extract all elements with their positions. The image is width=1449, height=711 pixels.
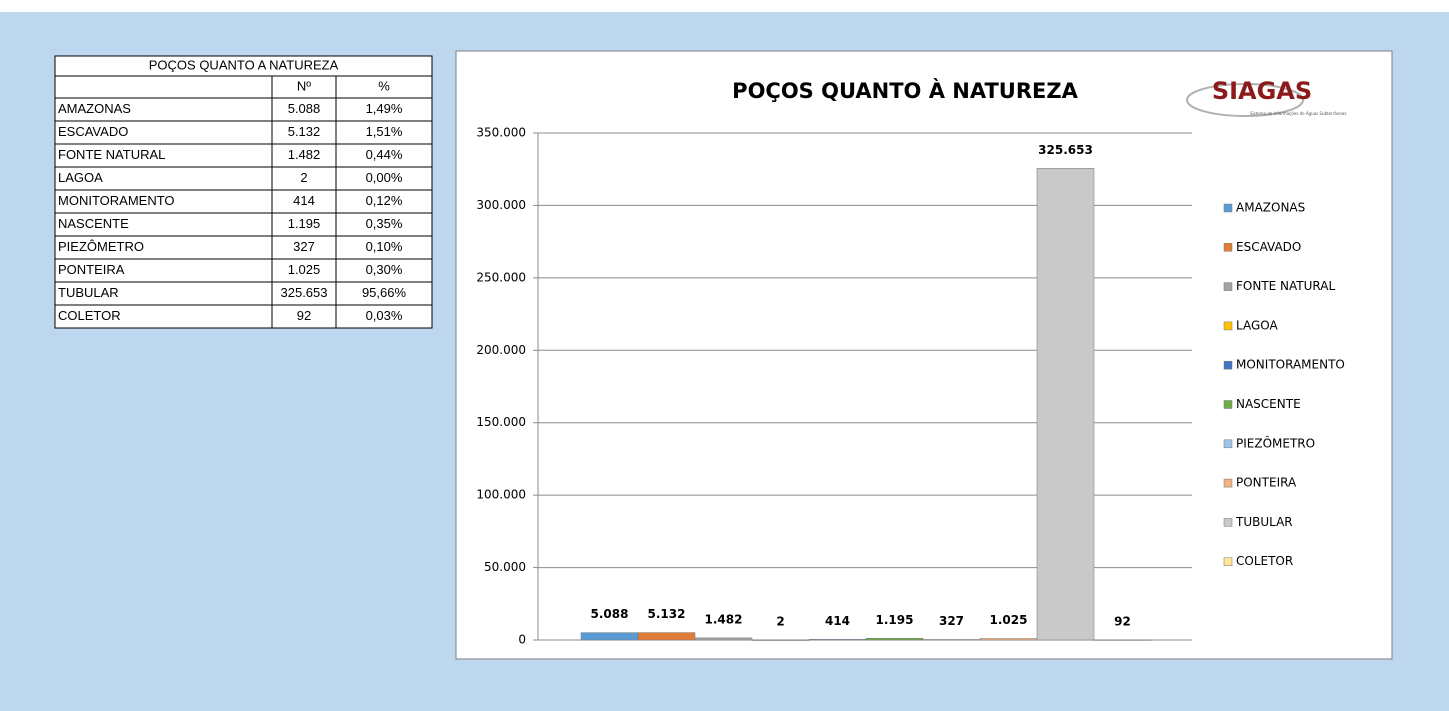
- table-cell: FONTE NATURAL: [58, 147, 165, 162]
- table-cell: PONTEIRA: [58, 262, 125, 277]
- bar: [865, 638, 924, 641]
- legend-swatch: [1223, 439, 1233, 449]
- legend-swatch: [1223, 360, 1233, 370]
- table-header: %: [378, 78, 390, 93]
- table-cell: ESCAVADO: [58, 124, 128, 139]
- logo-swoosh: [1186, 83, 1304, 117]
- table-cell: 327: [293, 239, 315, 254]
- y-tick-label: 100.000: [476, 488, 526, 502]
- table-cell: 1,51%: [366, 124, 403, 139]
- y-tick-label: 350.000: [476, 126, 526, 140]
- table-cell: 2: [300, 170, 307, 185]
- legend-swatch: [1223, 203, 1233, 213]
- bar: [1036, 168, 1095, 641]
- legend-swatch: [1223, 400, 1233, 409]
- table-cell: 325.653: [281, 285, 328, 300]
- y-tick-label: 300.000: [476, 198, 526, 212]
- value-label: 414: [825, 614, 850, 628]
- table-cell: 414: [293, 193, 315, 208]
- table-title: POÇOS QUANTO A NATUREZA: [149, 57, 339, 72]
- bar: [751, 639, 810, 641]
- legend-swatch: [1223, 282, 1233, 291]
- table-cell: 1.195: [288, 216, 321, 231]
- legend-label: FONTE NATURAL: [1236, 279, 1335, 293]
- table-cell: MONITORAMENTO: [58, 193, 175, 208]
- bar: [580, 632, 639, 641]
- table-cell: 0,12%: [366, 193, 403, 208]
- value-label: 325.653: [1038, 143, 1093, 157]
- legend-label: COLETOR: [1236, 554, 1293, 568]
- legend-label: TUBULAR: [1235, 515, 1293, 529]
- table-cell: 0,03%: [366, 308, 403, 323]
- value-label: 92: [1114, 614, 1131, 628]
- table-cell: 5.088: [288, 101, 321, 116]
- legend-label: PIEZÔMETRO: [1236, 435, 1315, 450]
- value-label: 1.195: [876, 613, 914, 627]
- value-label: 1.482: [705, 612, 743, 626]
- table-header: Nº: [297, 78, 311, 93]
- bar: [1093, 639, 1152, 641]
- table-cell: 0,44%: [366, 147, 403, 162]
- table-cell: AMAZONAS: [58, 101, 131, 116]
- bar: [694, 637, 753, 641]
- table-cell: PIEZÔMETRO: [58, 239, 144, 254]
- y-tick-label: 0: [518, 633, 526, 647]
- y-tick-label: 150.000: [476, 415, 526, 429]
- table-cell: 0,10%: [366, 239, 403, 254]
- legend-label: LAGOA: [1236, 318, 1278, 332]
- value-label: 2: [776, 614, 784, 628]
- table-cell: 0,35%: [366, 216, 403, 231]
- value-label: 5.088: [591, 607, 629, 621]
- table-cell: 1,49%: [366, 101, 403, 116]
- chart-frame: [455, 50, 1393, 660]
- legend-swatch: [1223, 321, 1233, 331]
- legend-label: ESCAVADO: [1236, 240, 1301, 254]
- table-cell: 1.482: [288, 147, 321, 162]
- legend-swatch: [1223, 243, 1233, 252]
- value-label: 5.132: [648, 607, 686, 621]
- bar: [922, 639, 981, 641]
- value-label: 327: [939, 614, 964, 628]
- value-label: 1.025: [990, 613, 1028, 627]
- table-cell: NASCENTE: [58, 216, 129, 231]
- top-strip: [0, 0, 1449, 12]
- table-cell: 95,66%: [362, 285, 407, 300]
- bar: [979, 638, 1038, 641]
- y-tick-label: 50.000: [484, 560, 526, 574]
- legend-swatch: [1223, 478, 1233, 488]
- chart-title: POÇOS QUANTO À NATUREZA: [732, 78, 1078, 103]
- logo: SIAGAS Sistema de Informações de Águas S…: [1186, 77, 1346, 117]
- logo-name: SIAGAS: [1212, 77, 1312, 105]
- y-tick-label: 200.000: [476, 343, 526, 357]
- legend-label: MONITORAMENTO: [1236, 358, 1345, 372]
- table-cell: 1.025: [288, 262, 321, 277]
- table-cell: 5.132: [288, 124, 321, 139]
- logo-subtitle: Sistema de Informações de Águas Subterrâ…: [1250, 111, 1346, 116]
- table-cell: LAGOA: [58, 170, 103, 185]
- table-cell: COLETOR: [58, 308, 121, 323]
- table-cell: 0,00%: [366, 170, 403, 185]
- legend-label: AMAZONAS: [1236, 201, 1305, 215]
- bar: [637, 632, 696, 641]
- table-cell: 0,30%: [366, 262, 403, 277]
- bar: [808, 639, 867, 641]
- legend-label: NASCENTE: [1236, 397, 1301, 411]
- y-tick-label: 250.000: [476, 270, 526, 284]
- table-cell: 92: [297, 308, 311, 323]
- table: [54, 55, 433, 329]
- legend-swatch: [1223, 518, 1233, 527]
- table-cell: TUBULAR: [58, 285, 119, 300]
- legend-label: PONTEIRA: [1236, 476, 1297, 490]
- legend-swatch: [1223, 557, 1233, 566]
